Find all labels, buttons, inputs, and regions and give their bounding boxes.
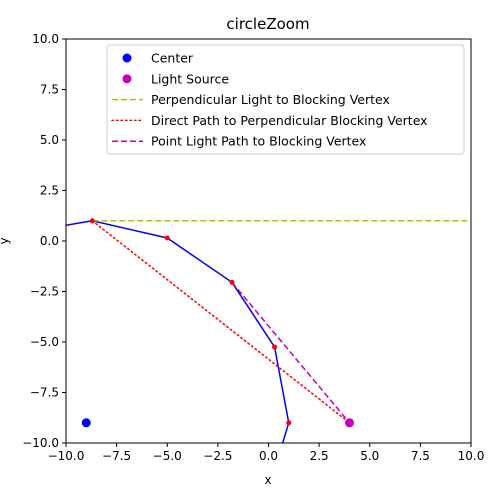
x-axis-label: x (264, 473, 271, 487)
legend-label-3: Direct Path to Perpendicular Blocking Ve… (151, 113, 428, 128)
x-tick-label-6: 5.0 (360, 449, 379, 463)
y-tick-label-6: 5.0 (40, 133, 59, 147)
y-axis-label: y (0, 237, 11, 244)
plot-area (66, 218, 471, 443)
y-tick-label-1: −7.5 (30, 386, 59, 400)
series-line-3 (91, 220, 351, 424)
vertex-point-1 (164, 235, 170, 241)
x-tick-label-5: 2.5 (310, 449, 329, 463)
y-tick-label-4: 0.0 (40, 234, 59, 248)
legend-label-4: Point Light Path to Blocking Vertex (151, 134, 366, 149)
legend-label-0: Center (151, 51, 194, 66)
vertex-point-0 (89, 218, 95, 224)
legend-label-1: Light Source (151, 71, 229, 86)
legend-label-2: Perpendicular Light to Blocking Vertex (151, 92, 390, 107)
x-tick-label-4: 0.0 (259, 449, 278, 463)
legend: Center Light Source Perpendicular Light to… (106, 44, 465, 155)
x-tick-label-0: −10.0 (48, 449, 85, 463)
y-tick-label-5: 2.5 (40, 184, 59, 198)
x-tick-label-1: −7.5 (102, 449, 131, 463)
y-tick-label-8: 10.0 (32, 32, 59, 46)
y-tick-label-3: −2.5 (30, 285, 59, 299)
marker-point-0-0 (81, 418, 91, 428)
y-tick-label-0: −10.0 (22, 436, 59, 450)
x-tick-label-2: −5.0 (153, 449, 182, 463)
y-axis: −10.0 −7.5 −5.0 −2.5 0.0 2.5 5.0 7.5 10.0 (22, 32, 66, 450)
chart-title: circleZoom (226, 15, 309, 33)
legend-marker-0 (122, 53, 132, 63)
x-tick-label-3: −2.5 (203, 449, 232, 463)
x-tick-label-7: 7.5 (411, 449, 430, 463)
legend-box (106, 44, 465, 155)
vertex-point-4 (286, 420, 292, 426)
vertex-point-3 (272, 344, 278, 350)
series-line-4 (231, 281, 351, 424)
x-axis: −10.0 −7.5 −5.0 −2.5 0.0 2.5 5.0 7.5 10.0 (48, 443, 485, 463)
y-tick-label-2: −5.0 (30, 335, 59, 349)
legend-marker-1 (122, 74, 132, 84)
y-tick-label-7: 7.5 (40, 83, 59, 97)
marker-point-1-0 (345, 418, 354, 428)
vertex-point-2 (229, 279, 235, 285)
x-tick-label-8: 10.0 (458, 449, 485, 463)
